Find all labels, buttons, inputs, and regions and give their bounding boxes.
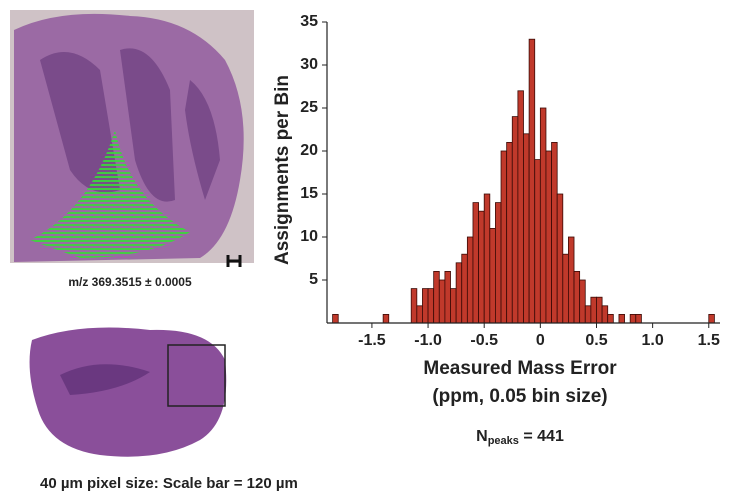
bar xyxy=(455,262,463,324)
bar xyxy=(556,193,564,324)
x-axis-label: (ppm, 0.05 bin size) xyxy=(432,386,607,407)
annotation-text: = 441 xyxy=(519,428,564,445)
bar xyxy=(708,313,715,324)
annotation-base: N xyxy=(476,428,488,445)
bar xyxy=(635,313,642,324)
tissue-overview xyxy=(29,327,227,457)
bar xyxy=(472,202,479,324)
x-tick-label: -1.0 xyxy=(414,332,442,349)
y-axis-label: Assignments per Bin xyxy=(272,75,293,265)
caption: 40 µm pixel size: Scale bar = 120 µm xyxy=(40,475,298,492)
bar xyxy=(433,270,440,324)
bar xyxy=(607,313,614,324)
bar xyxy=(438,279,446,324)
bar xyxy=(450,288,457,324)
bar xyxy=(506,141,513,324)
bar xyxy=(500,150,508,324)
bar xyxy=(427,288,435,324)
bar xyxy=(382,313,390,324)
tissue-image xyxy=(10,10,254,267)
bar xyxy=(568,236,575,324)
bar xyxy=(528,38,536,324)
x-axis-label: Measured Mass Error xyxy=(423,358,617,379)
bar xyxy=(410,288,418,324)
bar xyxy=(495,202,502,324)
y-tick-label: 30 xyxy=(300,56,318,73)
x-tick-label: -1.5 xyxy=(358,332,386,349)
bar xyxy=(579,279,586,324)
bar xyxy=(332,313,339,324)
bar xyxy=(562,253,569,324)
bar xyxy=(590,296,597,324)
bar xyxy=(551,141,558,324)
bar xyxy=(422,288,429,324)
x-tick-label: 0 xyxy=(536,332,545,349)
y-tick-label: 10 xyxy=(300,228,318,245)
y-tick-label: 5 xyxy=(309,271,318,288)
bar xyxy=(618,313,625,324)
bar xyxy=(466,236,474,324)
bar xyxy=(483,193,491,324)
bar xyxy=(461,253,468,324)
bar xyxy=(523,133,530,324)
y-tick-label: 20 xyxy=(300,142,318,159)
x-tick-label: 1.0 xyxy=(642,332,664,349)
y-tick-label: 25 xyxy=(300,99,318,116)
bar xyxy=(584,305,592,324)
bar xyxy=(545,150,552,324)
x-tick-label: -0.5 xyxy=(470,332,498,349)
bar xyxy=(444,270,451,324)
y-tick-label: 35 xyxy=(300,13,318,30)
image-label: m/z 369.3515 ± 0.0005 xyxy=(68,275,192,289)
bar xyxy=(539,107,547,324)
bar xyxy=(629,313,637,324)
annotation-sub: peaks xyxy=(488,435,519,447)
bar xyxy=(416,305,423,324)
bar xyxy=(601,305,609,324)
bar xyxy=(534,159,541,324)
x-tick-label: 0.5 xyxy=(585,332,607,349)
bar xyxy=(489,227,496,324)
bar xyxy=(517,90,524,324)
bar xyxy=(573,270,581,324)
bar xyxy=(596,296,603,324)
bar xyxy=(511,116,519,324)
annotation: Npeaks = 441 xyxy=(476,428,564,447)
bar xyxy=(478,210,485,324)
x-tick-label: 1.5 xyxy=(698,332,720,349)
y-tick-label: 15 xyxy=(300,185,318,202)
